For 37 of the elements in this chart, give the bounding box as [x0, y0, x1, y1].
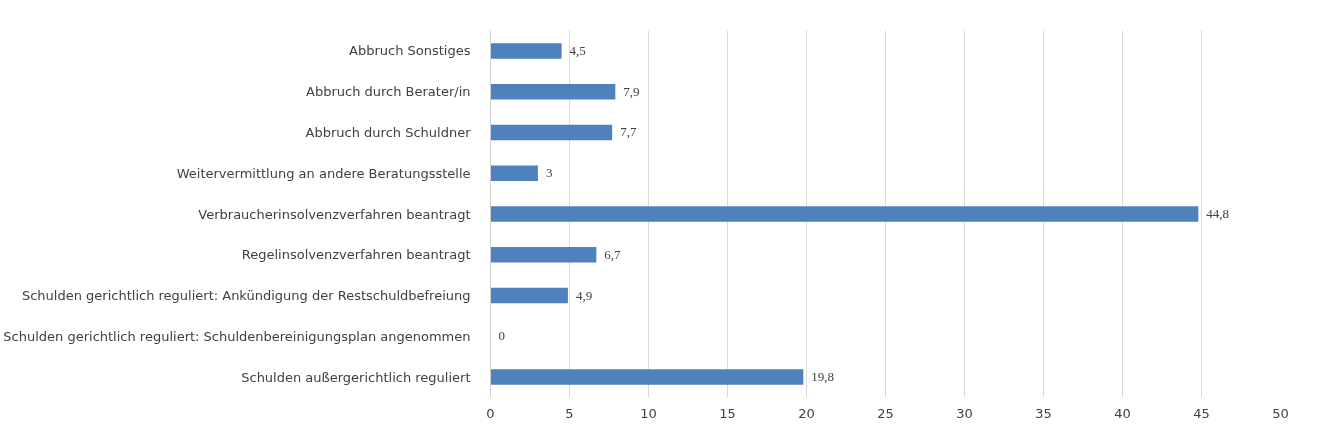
x-tick-label: 0 — [486, 405, 495, 421]
data-label: 19,8 — [811, 369, 835, 385]
data-label: 6,7 — [604, 246, 622, 262]
y-tick-label: Verbraucherinsolvenzverfahren beantragt — [198, 206, 471, 222]
data-label: 4,5 — [569, 42, 586, 58]
x-tick-label: 50 — [1272, 405, 1289, 421]
data-label: 44,8 — [1206, 206, 1230, 221]
x-tick-label: 15 — [719, 405, 736, 421]
y-tick-label: Regelinsolvenzverfahren beantragt — [241, 247, 471, 263]
y-tick-label: Abbruch durch Berater/in — [306, 84, 471, 100]
bar — [490, 287, 568, 304]
y-tick-label: Schulden gerichtlich reguliert: Schuldenbereinigungsplan angenommen — [3, 328, 471, 344]
x-tick-label: 30 — [956, 405, 973, 421]
x-tick-label: 35 — [1035, 405, 1052, 421]
y-tick-label: Schulden außergerichtlich reguliert — [241, 369, 471, 385]
bar — [490, 247, 597, 263]
x-tick-label: 10 — [640, 405, 657, 421]
bar — [490, 165, 538, 181]
data-label: 7,9 — [623, 83, 640, 99]
data-label: 0 — [498, 328, 505, 344]
y-tick-label: Schulden gerichtlich reguliert: Ankündigung der Restschuldbefreiung — [21, 288, 471, 304]
bar — [490, 369, 804, 385]
bar — [490, 206, 1199, 222]
bar — [490, 83, 616, 100]
y-tick-label: Abbruch Sonstiges — [349, 43, 471, 59]
y-tick-label: Abbruch durch Schuldner — [305, 124, 472, 140]
x-tick-label: 5 — [565, 405, 574, 421]
data-label: 7,7 — [620, 124, 637, 140]
bar — [490, 124, 613, 141]
bar — [490, 43, 562, 59]
y-tick-label: Weitervermittlung an andere Beratungsstelle — [176, 165, 471, 181]
x-tick-label: 25 — [877, 405, 894, 421]
data-label: 4,9 — [575, 287, 593, 303]
data-label: 3 — [545, 165, 553, 181]
x-tick-label: 45 — [1193, 405, 1210, 421]
x-tick-label: 40 — [1114, 405, 1131, 421]
x-tick-label: 20 — [798, 405, 815, 421]
